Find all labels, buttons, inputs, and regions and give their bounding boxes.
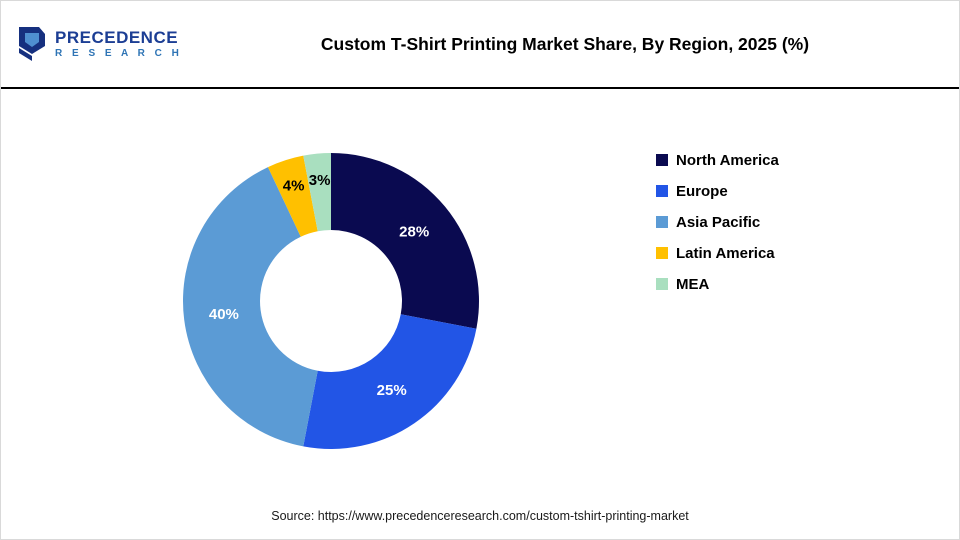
legend-swatch-icon — [656, 247, 668, 259]
legend-label: MEA — [676, 275, 710, 293]
legend-label: Asia Pacific — [676, 213, 761, 231]
slice-label-north-america: 28% — [399, 224, 429, 241]
donut-slice-europe[interactable] — [303, 314, 477, 450]
slice-label-mea: 3% — [309, 172, 331, 189]
logo-text-precedence: PRECEDENCE — [55, 27, 179, 47]
legend-item-mea[interactable]: MEA — [656, 273, 779, 295]
slice-label-latin-america: 4% — [283, 177, 305, 194]
legend-swatch-icon — [656, 278, 668, 290]
legend-swatch-icon — [656, 216, 668, 228]
precedence-logo-icon — [19, 27, 45, 61]
chart-legend: North America Europe Asia Pacific Latin Ame… — [656, 149, 779, 295]
chart-title: Custom T-Shirt Printing Market Share, By… — [320, 33, 810, 54]
legend-item-latin-america[interactable]: Latin America — [656, 242, 779, 264]
donut-slice-mea[interactable] — [303, 153, 331, 232]
legend-item-europe[interactable]: Europe — [656, 180, 779, 202]
precedence-logo: PRECEDENCE R E S E A R C H — [17, 26, 187, 62]
footer: Source: https://www.precedenceresearch.c… — [1, 493, 959, 539]
legend-label: Europe — [676, 182, 728, 200]
chart-area: 28% 25% 40% 4% 3% North America Europe Asia Pa… — [1, 89, 959, 493]
legend-item-asia-pacific[interactable]: Asia Pacific — [656, 211, 779, 233]
header: PRECEDENCE R E S E A R C H Custom T-Shir… — [1, 1, 959, 89]
logo-text-research: R E S E A R C H — [55, 48, 183, 60]
legend-swatch-icon — [656, 154, 668, 166]
slice-label-europe: 25% — [377, 382, 407, 399]
donut-slice-latin-america[interactable] — [267, 155, 318, 237]
legend-label: Latin America — [676, 244, 775, 262]
donut-slice-asia-pacific[interactable] — [183, 167, 318, 447]
donut-slice-north-america[interactable] — [331, 153, 480, 329]
legend-label: North America — [676, 151, 779, 169]
legend-swatch-icon — [656, 185, 668, 197]
slice-label-asia-pacific: 40% — [209, 306, 239, 323]
donut-chart: 28% 25% 40% 4% 3% — [183, 153, 480, 450]
source-text: Source: https://www.precedenceresearch.c… — [271, 509, 689, 523]
logo-text: PRECEDENCE R E S E A R C H — [55, 27, 183, 60]
legend-item-north-america[interactable]: North America — [656, 149, 779, 171]
